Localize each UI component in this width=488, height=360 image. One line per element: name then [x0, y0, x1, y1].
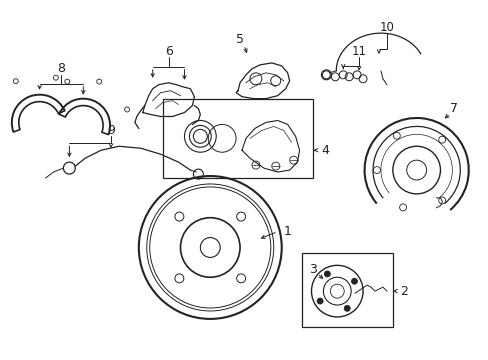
Circle shape [316, 298, 323, 304]
Text: 11: 11 [351, 45, 366, 58]
Text: 1: 1 [283, 225, 291, 238]
Circle shape [344, 305, 349, 311]
Circle shape [351, 278, 357, 284]
Text: 8: 8 [57, 62, 65, 75]
Text: 7: 7 [449, 102, 457, 115]
Text: 5: 5 [236, 33, 244, 46]
Text: 10: 10 [379, 21, 393, 34]
Text: 6: 6 [164, 45, 172, 58]
Text: 9: 9 [107, 124, 115, 137]
Bar [301, 253, 392, 327]
Circle shape [324, 271, 330, 277]
Text: 4: 4 [321, 144, 328, 157]
Text: 2: 2 [399, 285, 407, 298]
Text: 3: 3 [309, 263, 317, 276]
Bar [163, 99, 313, 178]
